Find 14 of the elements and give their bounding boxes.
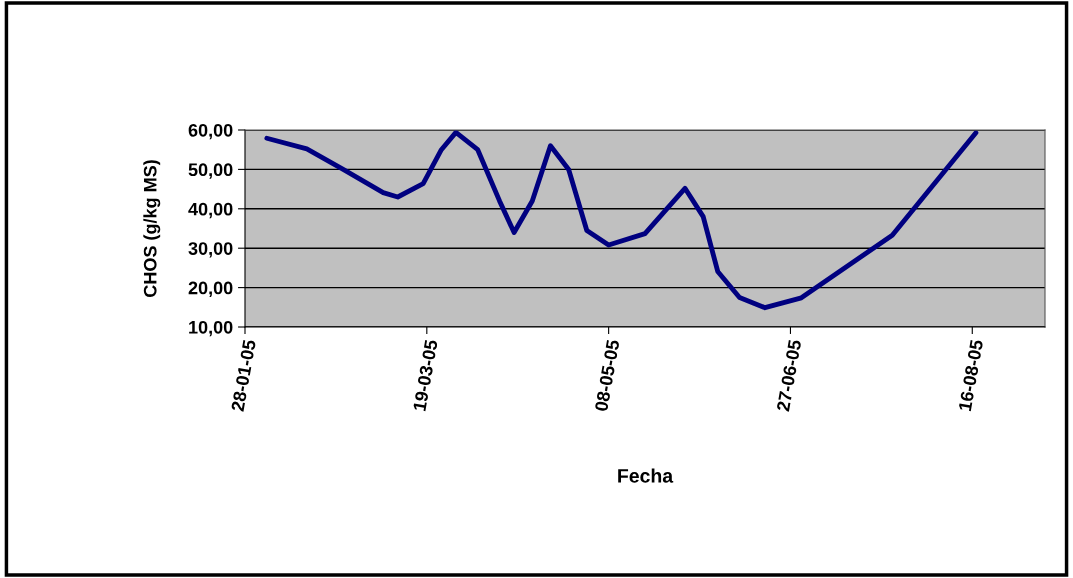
x-tick-label: 28-01-05 [231, 339, 256, 412]
x-tick-label: 19-03-05 [412, 339, 438, 412]
y-tick-label: 60,00 [188, 123, 233, 140]
y-tick-label: 20,00 [188, 281, 233, 297]
y-tick-label: 10,00 [189, 320, 233, 337]
x-tick-label: 16-08-05 [958, 339, 984, 412]
y-tick-label: 40,00 [188, 202, 233, 219]
x-tick-label: 27-06-05 [776, 339, 802, 412]
x-axis-title: Fecha [618, 468, 674, 483]
x-tick-label: 08-05-05 [594, 339, 620, 412]
y-tick-label: 50,00 [188, 163, 233, 179]
line-series [264, 130, 979, 311]
y-axis-title: CHOS (g/kg MS) [143, 160, 161, 297]
y-tick-label: 30,00 [188, 242, 233, 258]
